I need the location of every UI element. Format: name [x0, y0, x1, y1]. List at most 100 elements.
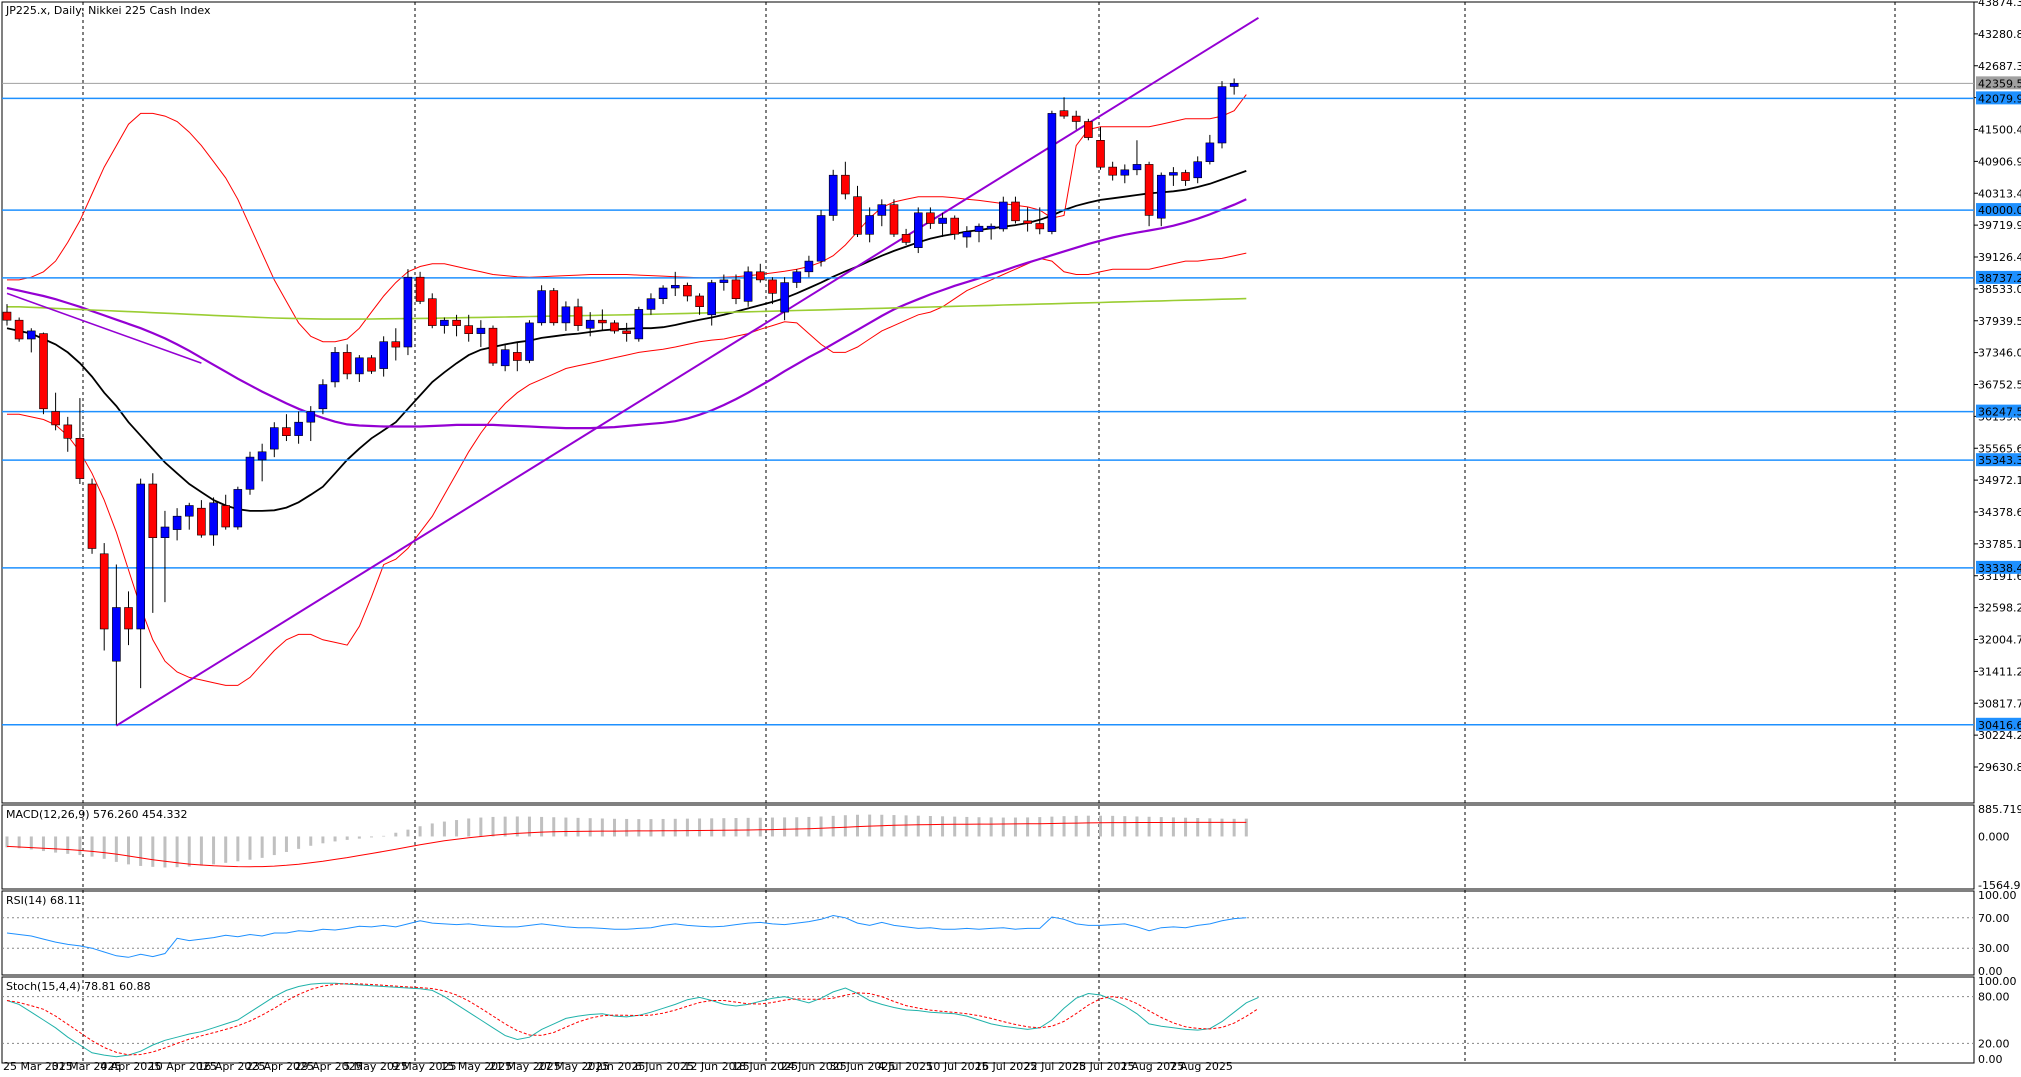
date-label-15: 18 Jun 2025: [732, 1060, 798, 1073]
candle-body-59: [719, 279, 729, 283]
date-label-6: 29 Apr 2025: [295, 1060, 363, 1073]
macd-pane-frame: [1, 804, 1975, 890]
level-label-5: 33338.47: [1978, 562, 2021, 575]
candle-body-94: [1144, 164, 1154, 216]
macd-pane: 885.719 0.000 -1564.924: [5, 803, 2021, 892]
level-label-bg-2: [1976, 270, 2021, 284]
candle-body-98: [1193, 161, 1202, 179]
stoch-label: Stoch(15,4,4) 78.81 60.88: [6, 980, 151, 993]
macd-label: MACD(12,26,9) 576.260 454.332: [6, 808, 188, 821]
price-tick-label-10: 37939.53: [1978, 315, 2021, 328]
candle-body-11: [136, 483, 145, 630]
date-label-22: 28 Jul 2025: [1072, 1060, 1134, 1073]
date-label-0: 25 Mar 2025: [3, 1060, 73, 1073]
date-label-21: 22 Jul 2025: [1024, 1060, 1086, 1073]
candle-body-99: [1205, 142, 1215, 162]
candle-body-73: [889, 204, 899, 235]
price-tick-label-15: 34972.13: [1978, 474, 2021, 487]
rsi-tick-label-1: 70.00: [1978, 912, 2010, 925]
candle-body-84: [1023, 220, 1032, 224]
candle-body-63: [768, 279, 777, 294]
price-tick-label-12: 36752.57: [1978, 379, 2021, 392]
date-label-23: 1 Aug 2025: [1121, 1060, 1184, 1073]
candle-body-3: [39, 333, 48, 410]
candle-body-44: [537, 290, 546, 324]
candle-body-81: [986, 225, 996, 230]
candle-body-69: [841, 174, 850, 195]
candle-body-58: [707, 282, 717, 316]
level-label-1: 40000.00: [1978, 204, 2021, 217]
candle-body-21: [257, 451, 267, 461]
rsi-line: [6, 914, 1247, 958]
grid-separators: [82, 2, 1896, 1063]
candle-body-76: [926, 212, 935, 224]
date-label-5: 23 Apr 2025: [246, 1060, 314, 1073]
candle-body-91: [1108, 166, 1117, 176]
price-tick-label-1: 43280.85: [1978, 28, 2021, 41]
date-label-12: 2 Jun 2025: [586, 1060, 645, 1073]
candle-body-40: [488, 327, 498, 364]
date-label-18: 4 Jul 2025: [878, 1060, 933, 1073]
date-label-2: 4 Apr 2025: [100, 1060, 161, 1073]
price-tick-label-9: 38533.01: [1978, 283, 2021, 296]
macd-tick-label-0: 885.719: [1978, 803, 2021, 816]
stoch-pane-frame: [1, 976, 1975, 1064]
candle-body-67: [816, 215, 826, 262]
date-label-17: 30 Jun 2025: [829, 1060, 895, 1073]
candle-body-83: [1011, 201, 1020, 222]
price-tick-label-19: 32598.21: [1978, 602, 2021, 615]
stoch-signal-line: [6, 983, 1259, 1056]
date-label-13: 6 Jun 2025: [635, 1060, 694, 1073]
candle-body-90: [1096, 140, 1105, 168]
candle-body-42: [512, 352, 522, 361]
level-label-4: 35343.37: [1978, 454, 2021, 467]
candle-body-27: [330, 352, 340, 383]
stoch-tick-label-0: 100.00: [1978, 975, 2017, 988]
candle-body-54: [658, 287, 668, 299]
candle-body-65: [792, 271, 802, 283]
rsi-pane: 100.00 70.00 30.00 0.00: [2, 889, 2017, 978]
candle-body-80: [974, 225, 984, 232]
date-label-20: 16 Jul 2025: [975, 1060, 1037, 1073]
price-tick-label-17: 33785.17: [1978, 538, 2021, 551]
price-tick-label-6: 40313.45: [1978, 187, 2021, 200]
ma-short-segment: [6, 292, 202, 364]
candle-body-68: [828, 174, 838, 216]
candle-body-34: [415, 276, 425, 302]
price-tick-label-24: 29630.81: [1978, 761, 2021, 774]
price-tick-label-16: 34378.65: [1978, 506, 2021, 519]
date-label-4: 16 Apr 2025: [197, 1060, 265, 1073]
date-label-1: 31 Mar 2025: [52, 1060, 122, 1073]
candle-body-92: [1120, 169, 1130, 176]
trendline-group: [115, 16, 1259, 727]
candle-body-51: [622, 330, 631, 334]
candle-body-1: [14, 319, 24, 340]
candle-body-16: [197, 507, 206, 536]
candle-body-2: [26, 330, 36, 340]
candle-body-35: [427, 298, 437, 326]
candle-body-18: [221, 505, 230, 528]
candle-body-36: [440, 319, 449, 326]
price-axis: 43874.3343280.8542687.3742093.8941500.41…: [1974, 0, 2021, 774]
stoch-tick-label-3: 0.00: [1978, 1053, 2003, 1066]
candle-body-86: [1047, 113, 1057, 232]
date-label-7: 5 May 2025: [343, 1060, 408, 1073]
candle-body-72: [877, 204, 887, 216]
price-tick-label-8: 39126.49: [1978, 251, 2021, 264]
candle-body-32: [391, 341, 401, 348]
candle-body-20: [245, 456, 255, 490]
candle-body-50: [610, 322, 619, 332]
main-pane-frame: [1, 1, 1975, 804]
candle-body-37: [452, 319, 461, 326]
price-tick-label-21: 31411.25: [1978, 665, 2021, 678]
price-tick-label-11: 37346.05: [1978, 347, 2021, 360]
stoch-pane: 100.00 80.00 20.00 0.00: [2, 975, 2017, 1066]
candle-body-38: [464, 325, 474, 335]
price-tick-label-2: 42687.37: [1978, 60, 2021, 73]
level-label-bg-3: [1976, 404, 2021, 418]
level-label-0: 42079.97: [1978, 92, 2021, 105]
candles: [2, 78, 1239, 725]
date-label-3: 10 Apr 2025: [149, 1060, 217, 1073]
price-tick-label-20: 32004.73: [1978, 634, 2021, 647]
